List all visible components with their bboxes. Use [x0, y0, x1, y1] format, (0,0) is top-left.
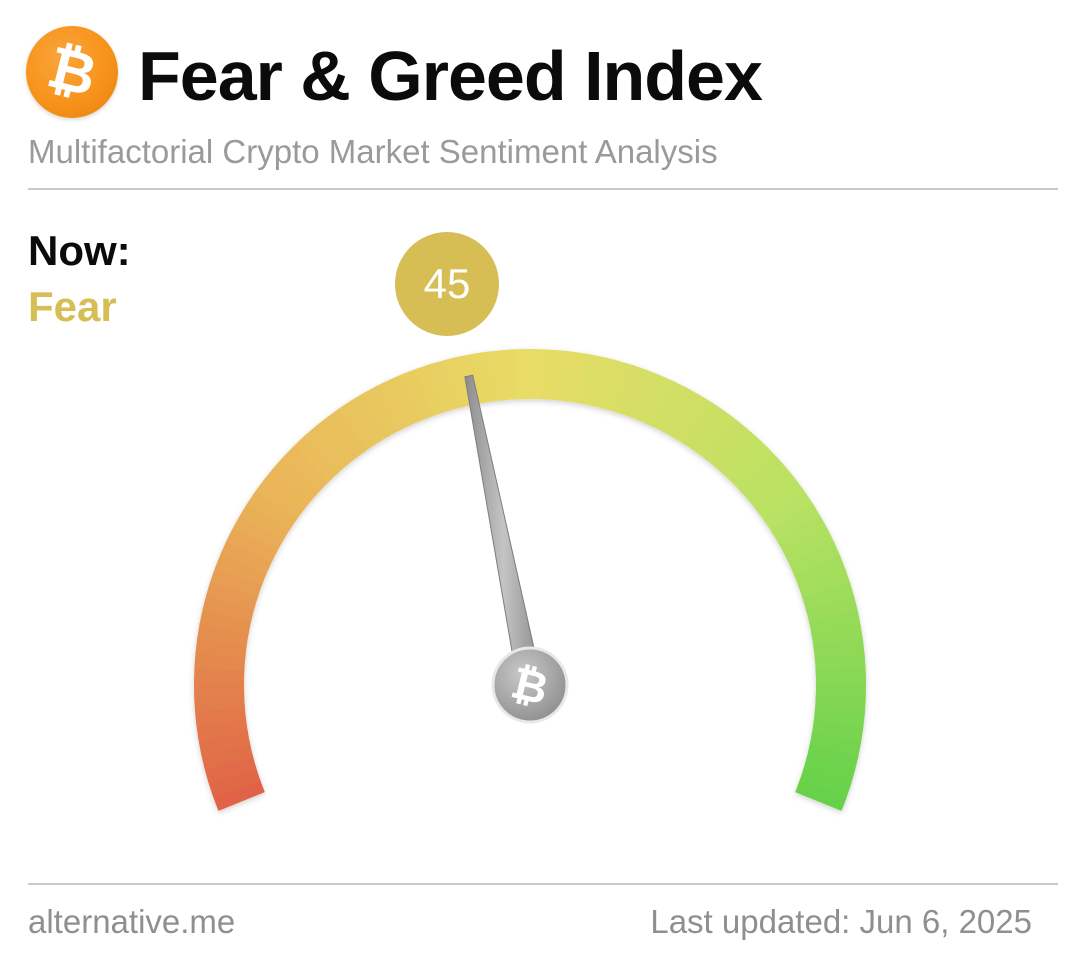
- gauge-arc-segment: [795, 780, 847, 811]
- index-value-badge: 45: [395, 232, 499, 336]
- needle-pointer: [464, 374, 543, 688]
- header-divider: [28, 188, 1058, 190]
- bitcoin-logo: ₿: [26, 26, 118, 118]
- page-subtitle: Multifactorial Crypto Market Sentiment A…: [28, 133, 718, 170]
- footer-divider: [28, 883, 1058, 885]
- gauge-arc: [194, 348, 866, 811]
- source-link[interactable]: alternative.me: [28, 903, 236, 940]
- gauge-hub: ₿: [491, 646, 569, 724]
- now-label: Now:: [28, 227, 131, 274]
- page-title: Fear & Greed Index: [138, 37, 763, 115]
- sentiment-classification: Fear: [28, 283, 117, 330]
- gauge-needle: [464, 374, 543, 688]
- last-updated: Last updated: Jun 6, 2025: [650, 903, 1032, 940]
